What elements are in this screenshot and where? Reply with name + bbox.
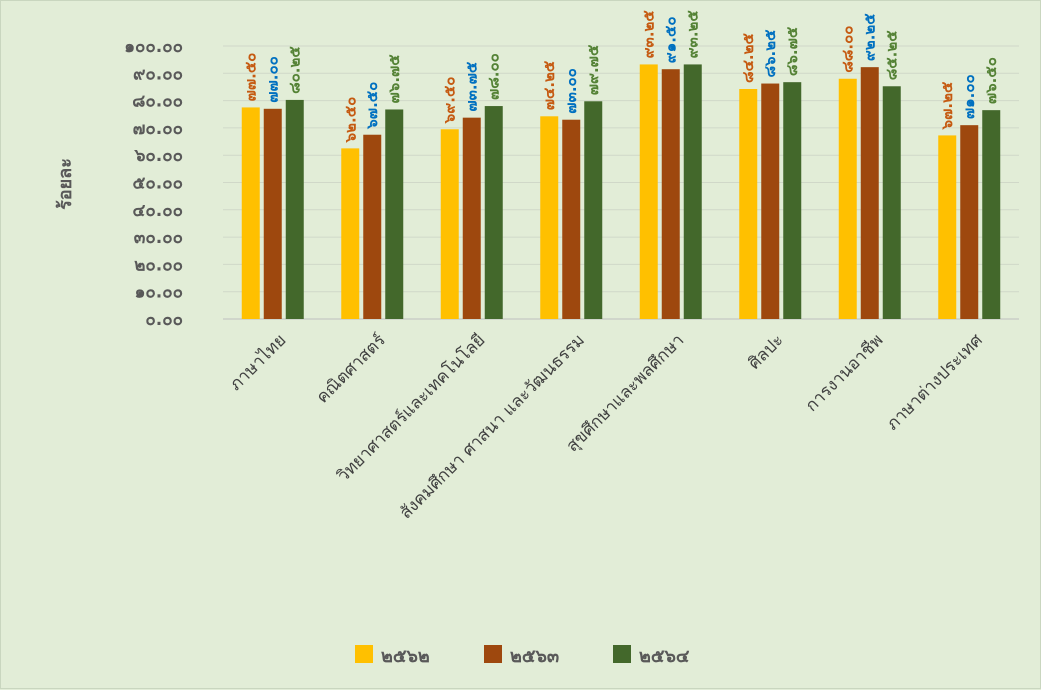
- bar-2562-1: [341, 148, 360, 319]
- y-tick-label: ๖๐.๐๐: [134, 146, 183, 166]
- bars: [241, 64, 1001, 320]
- legend-label: ๒๕๖๒: [381, 646, 430, 667]
- data-label: ๙๑.๕๐: [662, 16, 680, 63]
- data-label: ๙๒.๒๕: [861, 13, 879, 61]
- x-category-label: ภาษาต่างประเทศ: [883, 330, 987, 434]
- bar-2564-7: [982, 110, 1001, 319]
- legend-label: ๒๕๖๓: [510, 646, 559, 667]
- legend: ๒๕๖๒ ๒๕๖๓ ๒๕๖๔: [355, 645, 690, 667]
- bar-2563-0: [263, 108, 282, 319]
- y-tick-label: ๒๐.๐๐: [134, 255, 183, 275]
- bar-2564-4: [683, 64, 702, 319]
- legend-swatch: [484, 645, 502, 663]
- bar-2563-7: [960, 125, 979, 319]
- bar-2564-2: [484, 106, 503, 319]
- y-tick-label: ๓๐.๐๐: [134, 228, 183, 248]
- data-label: ๘๕.๒๕: [883, 30, 901, 81]
- data-label: ๗๑.๐๐: [960, 74, 978, 119]
- bar-2563-4: [661, 69, 680, 319]
- x-category-label: ศิลปะ: [745, 330, 788, 373]
- x-category-label: ภาษาไทย: [225, 330, 290, 395]
- bar-2563-3: [562, 119, 581, 320]
- data-label: ๙๓.๒๕: [640, 10, 658, 59]
- x-category-label: สังคมศึกษา ศาสนา และวัฒนธรรม: [396, 330, 589, 523]
- data-label: ๖๗.๒๕: [938, 81, 956, 130]
- bar-2563-2: [462, 117, 481, 319]
- y-tick-label: ๔๐.๐๐: [133, 201, 183, 221]
- data-label: ๖๙.๕๐: [441, 77, 459, 125]
- y-tick-label: ๐.๐๐: [145, 310, 183, 330]
- data-label: ๖๗.๕๐: [363, 82, 381, 130]
- data-label: ๙๓.๒๕: [684, 10, 702, 59]
- legend-label: ๒๕๖๔: [639, 646, 690, 667]
- y-tick-label: ๗๐.๐๐: [133, 119, 183, 139]
- data-label: ๘๖.๗๕: [783, 26, 801, 76]
- data-label: ๗๖.๗๕: [385, 54, 403, 104]
- data-label: ๗๔.๒๕: [540, 60, 558, 110]
- y-tick-label: ๙๐.๐๐: [133, 64, 183, 84]
- data-label: ๘๘.๐๐: [839, 26, 857, 73]
- bar-2562-6: [838, 78, 857, 319]
- bar-2564-1: [385, 109, 404, 319]
- y-tick-label: ๑๐๐.๐๐: [124, 37, 183, 57]
- bar-2563-5: [761, 83, 780, 319]
- data-label: ๗๘.๐๐: [485, 53, 503, 100]
- bar-2563-1: [363, 134, 382, 319]
- bar-2564-5: [783, 82, 802, 319]
- data-label: ๗๗.๕๐: [242, 53, 260, 102]
- bar-2564-6: [882, 86, 901, 319]
- data-label: ๗๓.๐๐: [562, 68, 580, 114]
- data-label: ๘๔.๒๕: [739, 32, 757, 83]
- bar-2563-6: [860, 67, 879, 319]
- bar-2562-5: [739, 88, 758, 319]
- y-axis-label: ร้อยละ: [55, 158, 76, 210]
- y-tick-label: ๘๐.๐๐: [132, 92, 183, 112]
- data-label: ๗๖.๕๐: [982, 57, 1000, 104]
- legend-swatch: [613, 645, 631, 663]
- data-label: ๗๙.๗๕: [584, 44, 602, 95]
- legend-swatch: [355, 645, 373, 663]
- bar-2564-0: [285, 99, 304, 319]
- bar-2562-3: [540, 116, 559, 319]
- bar-2562-4: [639, 64, 658, 319]
- bar-2562-0: [241, 107, 260, 319]
- data-label: ๖๒.๕๐: [341, 97, 359, 144]
- y-tick-label: ๑๐.๐๐: [135, 283, 183, 303]
- x-category-label: การงานอาชีพ: [802, 330, 888, 416]
- bar-2564-3: [584, 101, 603, 319]
- y-axis-tick-labels: ๐.๐๐ ๑๐.๐๐ ๒๐.๐๐ ๓๐.๐๐ ๔๐.๐๐ ๕๐.๐๐ ๖๐.๐๐ ๗๐.๐๐ ๘…: [124, 37, 183, 330]
- x-category-label: คณิตศาสตร์: [313, 330, 390, 407]
- data-label: ๘๖.๒๕: [761, 29, 779, 78]
- y-tick-label: ๕๐.๐๐: [133, 174, 183, 194]
- data-label: ๘๐.๒๕: [286, 46, 304, 94]
- data-label: ๗๓.๗๕: [463, 61, 481, 112]
- bar-2562-2: [440, 129, 459, 319]
- x-axis-category-labels: ภาษาไทย คณิตศาสตร์วิทยาศาสตร์และเทคโนโลยี…: [225, 330, 987, 524]
- bar-2562-7: [938, 135, 957, 319]
- data-label: ๗๗.๐๐: [264, 56, 282, 103]
